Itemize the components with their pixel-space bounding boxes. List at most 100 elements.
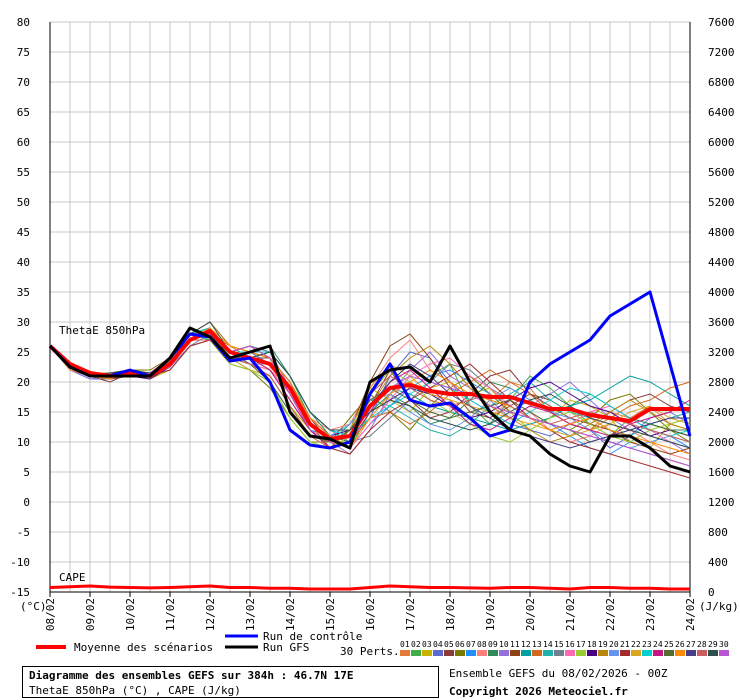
panel-label-thetae: ThetaE 850hPa [59,324,145,337]
legend-pert-number: 24 [653,640,663,649]
y-left-tick-label: 5 [23,466,30,479]
legend-pert-swatch [565,650,575,656]
legend-pert-number: 11 [510,640,520,649]
y-left-tick-label: -15 [10,586,30,599]
y-right-unit: (J/kg) [699,600,739,613]
y-left-tick-label: 20 [17,376,30,389]
info-subtitle: ThetaE 850hPa (°C) , CAPE (J/kg) [29,684,241,697]
legend-pert-swatch [686,650,696,656]
legend-pert-number: 17 [576,640,586,649]
x-tick-label: 17/02 [404,598,417,631]
x-tick-label: 21/02 [564,598,577,631]
legend-pert-number: 18 [587,640,597,649]
y-right-tick-label: 3600 [708,316,735,329]
legend-pert-number: 28 [697,640,707,649]
legend-gfs-label: Run GFS [263,641,309,654]
x-tick-label: 11/02 [164,598,177,631]
legend-pert-number: 23 [642,640,652,649]
y-left-tick-label: 65 [17,106,30,119]
legend-pert-swatch [576,650,586,656]
x-tick-label: 23/02 [644,598,657,631]
x-tick-label: 09/02 [84,598,97,631]
y-right-tick-label: 2000 [708,436,735,449]
x-tick-label: 19/02 [484,598,497,631]
y-right-tick-label: 5600 [708,166,735,179]
legend-pert-number: 10 [499,640,509,649]
legend-pert-number: 07 [466,640,476,649]
x-tick-label: 12/02 [204,598,217,631]
legend-pert-number: 26 [675,640,685,649]
legend-pert-number: 03 [422,640,432,649]
legend-pert-swatch [664,650,674,656]
y-left-tick-label: 75 [17,46,30,59]
y-left-tick-label: -10 [10,556,30,569]
x-tick-label: 13/02 [244,598,257,631]
y-left-tick-label: 15 [17,406,30,419]
y-right-tick-label: 4800 [708,226,735,239]
legend-pert-number: 25 [664,640,674,649]
x-tick-label: 20/02 [524,598,537,631]
x-tick-label: 14/02 [284,598,297,631]
legend-pert-swatch [631,650,641,656]
legend-pert-swatch [598,650,608,656]
cape-mean-line [49,584,690,591]
legend-pert-number: 21 [620,640,630,649]
legend-pert-swatch [521,650,531,656]
legend-mean-label: Moyenne des scénarios [74,641,213,654]
legend-perts-label: 30 Perts. [340,645,400,658]
legend-pert-swatch [697,650,707,656]
y-right-tick-label: 400 [708,556,728,569]
y-right-tick-label: 6800 [708,76,735,89]
y-right-tick-label: 0 [708,586,715,599]
legend-pert-swatch [400,650,410,656]
legend-pert-swatch [466,650,476,656]
y-left-tick-label: 40 [17,256,30,269]
legend-pert-number: 12 [521,640,531,649]
legend-pert-swatch [477,650,487,656]
legend-pert-number: 16 [565,640,575,649]
legend-pert-number: 08 [477,640,487,649]
legend-pert-swatch [499,650,509,656]
y-right-tick-label: 6400 [708,106,735,119]
legend-pert-swatch [455,650,465,656]
legend-pert-swatch [708,650,718,656]
x-tick-label: 08/02 [44,598,57,631]
legend-pert-number: 13 [532,640,542,649]
x-tick-label: 24/02 [684,598,697,631]
legend-pert-number: 01 [400,640,410,649]
info-box: Diagramme des ensembles GEFS sur 384h : … [22,666,439,698]
y-right-tick-label: 1200 [708,496,735,509]
y-left-tick-label: 70 [17,76,30,89]
legend-pert-swatch [411,650,421,656]
ensemble-run-label: Ensemble GEFS du 08/02/2026 - 00Z [449,667,668,680]
y-left-tick-label: 60 [17,136,30,149]
legend-pert-number: 04 [433,640,443,649]
y-right-tick-label: 3200 [708,346,735,359]
y-left-tick-label: 50 [17,196,30,209]
legend-control-label: Run de contrôle [263,630,362,643]
y-left-unit: (°C) [20,600,47,613]
legend-pert-number: 29 [708,640,718,649]
y-left-tick-label: 25 [17,346,30,359]
legend-pert-swatch [620,650,630,656]
legend-pert-number: 20 [609,640,619,649]
x-tick-label: 22/02 [604,598,617,631]
legend-pert-swatch [587,650,597,656]
y-left-tick-label: 35 [17,286,30,299]
legend-pert-swatch [675,650,685,656]
y-right-tick-label: 6000 [708,136,735,149]
y-right-tick-label: 2800 [708,376,735,389]
info-title: Diagramme des ensembles GEFS sur 384h : … [29,669,354,682]
y-left-tick-label: -5 [17,526,30,539]
legend-pert-number: 15 [554,640,564,649]
y-right-tick-label: 2400 [708,406,735,419]
panel-label-cape: CAPE [59,571,86,584]
y-right-tick-label: 7200 [708,46,735,59]
x-tick-label: 16/02 [364,598,377,631]
legend-pert-swatch [719,650,729,656]
y-left-tick-label: 0 [23,496,30,509]
legend-pert-number: 09 [488,640,498,649]
y-right-tick-label: 5200 [708,196,735,209]
y-right-tick-label: 800 [708,526,728,539]
